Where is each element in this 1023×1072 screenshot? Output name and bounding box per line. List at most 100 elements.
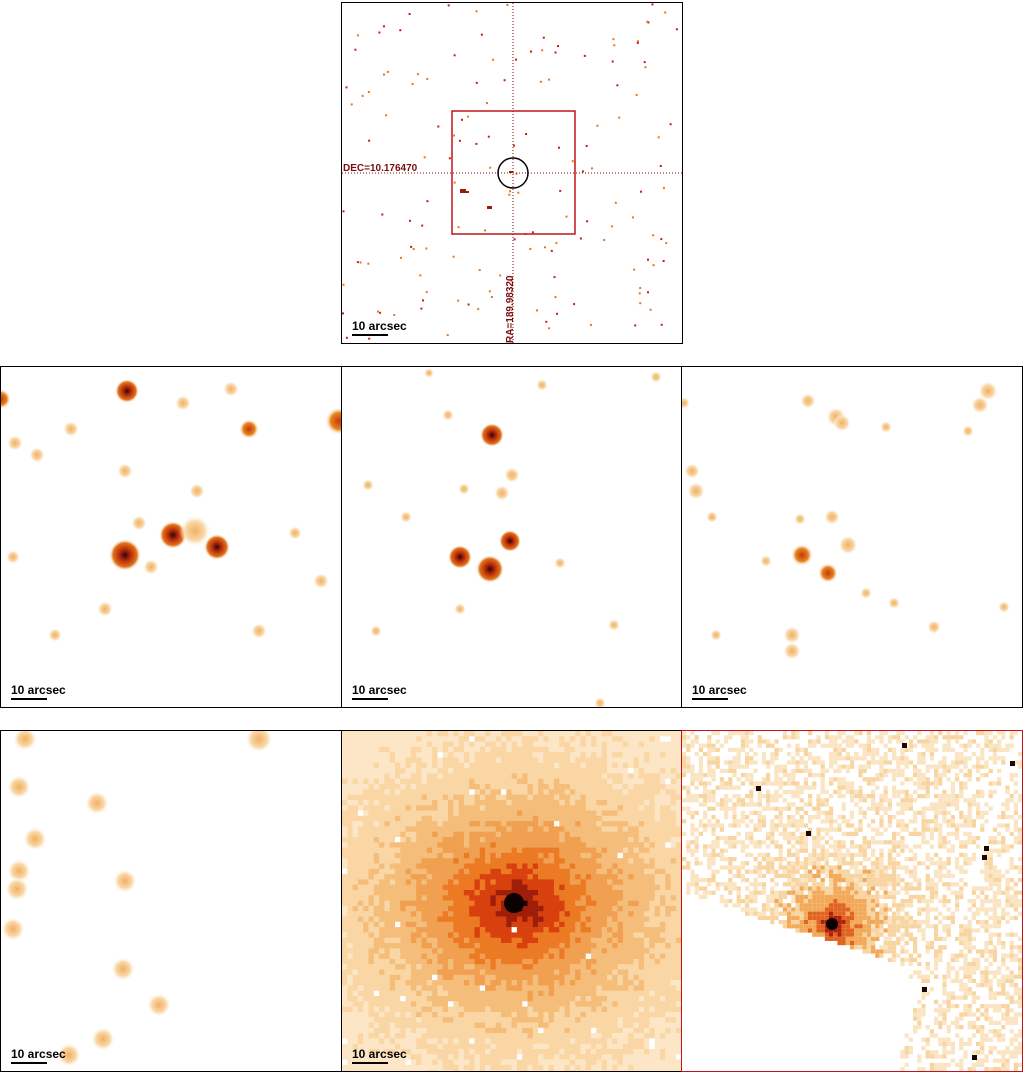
optical-pixel: [474, 752, 481, 758]
hst-pixel: [988, 768, 993, 773]
hst-pixel: [833, 777, 838, 782]
optical-pixel: [368, 736, 375, 742]
pixel-event: [426, 200, 429, 203]
pixel-event: [639, 287, 642, 289]
optical-pixel: [607, 937, 613, 944]
optical-pixel: [479, 837, 486, 843]
optical-pixel: [538, 1038, 544, 1044]
hst-pixel: [892, 777, 897, 782]
optical-pixel: [426, 826, 433, 832]
optical-pixel: [437, 969, 443, 976]
hst-pixel: [854, 752, 859, 757]
optical-pixel: [463, 768, 470, 774]
optical-pixel: [379, 868, 385, 875]
hst-pixel: [745, 739, 750, 744]
optical-pixel: [421, 826, 428, 832]
optical-pixel: [638, 1043, 645, 1050]
optical-pixel: [543, 810, 549, 817]
optical-pixel: [373, 810, 380, 817]
optical-pixel: [400, 927, 406, 933]
optical-pixel: [601, 1054, 608, 1060]
pixel-event: [581, 170, 584, 173]
source-blob: [111, 957, 135, 981]
optical-pixel: [384, 927, 390, 933]
optical-pixel: [352, 958, 359, 965]
optical-pixel: [591, 969, 597, 976]
optical-pixel: [585, 1043, 592, 1050]
hst-pixel: [824, 731, 829, 736]
optical-pixel: [453, 746, 459, 753]
optical-pixel: [495, 852, 502, 859]
optical-pixel: [448, 921, 454, 928]
optical-pixel: [389, 821, 396, 827]
optical-pixel: [522, 757, 528, 764]
optical-pixel: [548, 884, 555, 891]
optical-pixel: [384, 905, 390, 912]
optical-pixel: [389, 1022, 396, 1029]
optical-pixel: [410, 1054, 417, 1060]
optical-pixel: [575, 990, 581, 997]
source-blob: [838, 535, 858, 555]
optical-pixel: [490, 778, 496, 785]
optical-pixel: [575, 900, 581, 907]
optical-pixel: [437, 789, 443, 795]
optical-pixel: [564, 815, 571, 822]
optical-pixel: [644, 879, 650, 885]
optical-pixel: [622, 852, 629, 859]
optical-pixel: [501, 784, 507, 790]
optical-pixel: [569, 1017, 576, 1023]
optical-pixel: [548, 969, 555, 976]
optical-pixel: [426, 932, 433, 938]
optical-pixel: [649, 752, 655, 758]
optical-pixel: [416, 974, 422, 981]
optical-pixel: [405, 921, 412, 928]
optical-pixel: [400, 905, 406, 912]
optical-pixel: [479, 974, 486, 981]
optical-pixel: [596, 826, 602, 832]
optical-pixel: [585, 958, 592, 965]
optical-pixel: [516, 837, 523, 843]
optical-pixel: [342, 768, 348, 774]
hst-pixel: [946, 735, 951, 740]
optical-pixel: [474, 847, 481, 854]
optical-pixel: [347, 1054, 353, 1060]
optical-pixel: [432, 884, 438, 891]
optical-pixel: [368, 768, 375, 774]
optical-pixel: [363, 1027, 369, 1034]
optical-pixel: [384, 762, 390, 769]
optical-pixel: [617, 794, 624, 801]
optical-pixel: [559, 773, 565, 779]
hst-pixel: [837, 777, 842, 782]
optical-pixel: [559, 948, 565, 954]
optical-pixel: [522, 847, 528, 854]
optical-pixel: [432, 1059, 438, 1066]
optical-pixel: [421, 943, 428, 949]
pixel-event: [647, 21, 650, 24]
optical-pixel: [527, 974, 534, 981]
optical-pixel: [368, 821, 375, 827]
optical-pixel: [490, 980, 496, 986]
optical-pixel: [357, 927, 364, 933]
optical-pixel: [363, 884, 369, 891]
optical-pixel: [432, 762, 438, 769]
optical-pixel: [342, 1011, 348, 1018]
optical-pixel: [395, 1049, 401, 1055]
optical-pixel: [543, 837, 549, 843]
optical-pixel: [395, 1038, 401, 1044]
optical-pixel: [395, 932, 401, 938]
optical-pixel: [506, 874, 512, 880]
optical-pixel: [649, 953, 655, 960]
hst-pixel: [946, 731, 951, 736]
optical-pixel: [675, 858, 682, 864]
pixel-event: [586, 220, 589, 223]
optical-pixel: [469, 916, 475, 923]
optical-pixel: [638, 746, 645, 753]
optical-pixel: [612, 837, 618, 843]
optical-pixel: [638, 731, 645, 737]
optical-pixel: [596, 741, 602, 748]
optical-pixel: [395, 948, 401, 954]
optical-pixel: [585, 980, 592, 986]
optical-pixel: [564, 1054, 571, 1060]
hst-pixel: [820, 760, 825, 765]
optical-pixel: [421, 884, 428, 891]
